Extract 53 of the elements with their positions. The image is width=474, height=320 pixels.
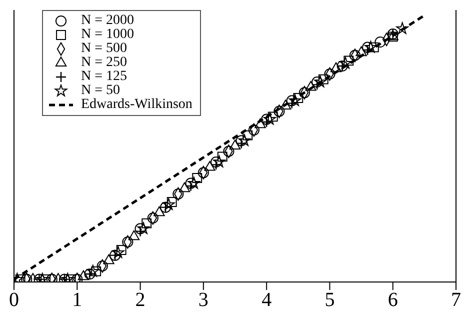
point: [396, 22, 409, 34]
legend-label: N = 1000: [81, 27, 134, 42]
point: [204, 160, 216, 171]
point: [15, 274, 26, 282]
point: [288, 94, 302, 106]
point: [286, 95, 298, 106]
point: [185, 178, 196, 189]
point: [213, 156, 226, 168]
legend-label: N = 50: [81, 83, 120, 98]
point: [280, 100, 292, 110]
point: [178, 182, 190, 192]
point: [339, 56, 352, 69]
point: [236, 135, 247, 146]
x-tick-label: 0: [9, 289, 19, 312]
point: [86, 264, 100, 277]
point: [137, 222, 150, 234]
point: [229, 140, 241, 150]
point: [128, 230, 140, 240]
point: [362, 42, 374, 53]
point: [364, 40, 377, 53]
point: [66, 274, 76, 282]
x-tick-label: 4: [262, 289, 272, 312]
point: [356, 46, 367, 56]
point: [264, 112, 276, 125]
legend-label: N = 500: [81, 41, 128, 56]
point: [238, 134, 251, 146]
point: [344, 56, 354, 66]
point: [154, 206, 165, 216]
legend-label: N = 250: [81, 55, 128, 70]
x-tick-label: 1: [72, 289, 82, 312]
point: [305, 80, 316, 91]
x-tick-label: 7: [451, 289, 461, 312]
legend-label: N = 2000: [81, 13, 134, 28]
point: [210, 156, 222, 168]
point: [374, 36, 386, 48]
point: [261, 114, 272, 125]
point: [188, 176, 200, 189]
legend-label: N = 125: [81, 69, 128, 84]
point: [112, 246, 124, 258]
point: [330, 62, 342, 72]
x-tick-label: 2: [135, 289, 146, 312]
point: [314, 76, 326, 88]
point: [312, 76, 323, 88]
x-tick-label: 5: [324, 289, 335, 312]
point: [162, 198, 175, 210]
legend-label: Edwards-Wilkinson: [81, 97, 192, 113]
x-tick-label: 6: [388, 289, 398, 312]
point: [78, 270, 90, 280]
x-tick-label: 3: [198, 289, 208, 312]
point: [134, 223, 146, 234]
point: [103, 254, 114, 264]
point: [254, 118, 266, 128]
point: [40, 274, 51, 282]
